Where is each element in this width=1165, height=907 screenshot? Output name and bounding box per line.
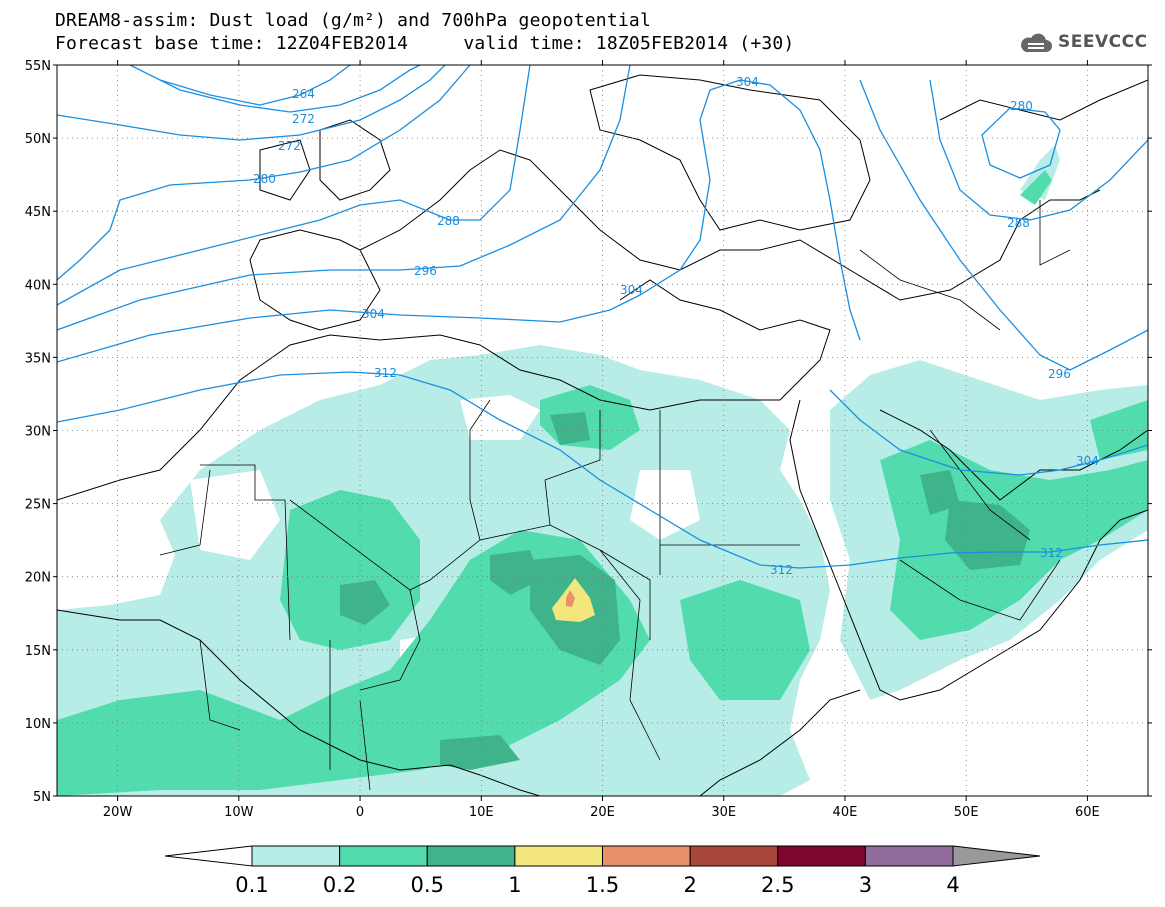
longitude-labels: 20W 10W 0 10E 20E 30E 40E 50E 60E xyxy=(103,805,1100,820)
dust-1.5-hotspot xyxy=(566,590,575,607)
contour-label: 264 xyxy=(292,87,315,101)
colorbar-label: 0.1 xyxy=(235,873,268,897)
lat-tick-label: 50N xyxy=(25,132,51,147)
contour-label: 272 xyxy=(292,112,315,126)
contour-label: 304 xyxy=(362,307,385,321)
colorbar-label: 1.5 xyxy=(586,873,619,897)
contour-label: 280 xyxy=(253,172,276,186)
lon-tick-label: 40E xyxy=(833,805,858,820)
colorbar-swatch xyxy=(339,845,428,867)
contour-label-group: 264 272 272 280 288 296 304 304 312 312 … xyxy=(253,75,1099,577)
cloud-icon xyxy=(1021,33,1052,52)
contour-label: 304 xyxy=(620,283,643,297)
forecast-time-subtitle: Forecast base time: 12Z04FEB2014 valid t… xyxy=(55,33,795,54)
colorbar-swatch xyxy=(251,845,341,867)
dust-0.2-region-sahel xyxy=(57,530,650,796)
dust-field xyxy=(57,145,1148,796)
colorbar-swatch xyxy=(689,845,779,867)
lat-tick-label: 45N xyxy=(25,205,51,220)
lon-tick-label: 50E xyxy=(954,805,979,820)
contour-288-east xyxy=(929,79,1148,221)
lon-tick-label: 20W xyxy=(103,805,133,820)
contour-280 xyxy=(57,65,471,281)
lat-tick-label: 10N xyxy=(25,717,51,732)
colorbar-label: 0.5 xyxy=(411,873,444,897)
dust-0.2-region-iran xyxy=(1090,400,1148,460)
coastlines xyxy=(57,74,1148,796)
lon-tick-label: 60E xyxy=(1075,805,1100,820)
colorbar-swatch xyxy=(777,845,866,867)
colorbar-label: 3 xyxy=(859,873,872,897)
contour-label: 304 xyxy=(1076,454,1099,468)
contour-296-east xyxy=(859,79,1148,371)
colorbar-swatch xyxy=(864,845,954,867)
contour-label: 272 xyxy=(278,139,301,153)
contour-296 xyxy=(57,65,631,331)
lon-tick-label: 30E xyxy=(711,805,736,820)
axis-ticks xyxy=(53,60,1152,801)
latitude-labels: 55N 50N 45N 40N 35N 30N 25N 20N 15N 10N 5N xyxy=(25,59,51,805)
map-title: DREAM8-assim: Dust load (g/m²) and 700hP… xyxy=(55,10,651,31)
colorbar-label: 4 xyxy=(946,873,959,897)
colorbar-label: 2 xyxy=(683,873,696,897)
contour-272a xyxy=(129,65,421,113)
lon-tick-label: 10E xyxy=(469,805,494,820)
lon-tick-label: 10W xyxy=(224,805,254,820)
contour-312 xyxy=(57,371,1148,569)
lon-tick-label: 20E xyxy=(590,805,615,820)
dust-0.2-region-sudan xyxy=(680,580,810,700)
contour-label: 312 xyxy=(770,563,793,577)
contour-264 xyxy=(159,65,351,106)
contour-label: 280 xyxy=(1010,99,1033,113)
seevccc-logo: SEEVCCC xyxy=(1018,28,1148,56)
colorbar-min-arrow xyxy=(164,845,253,867)
contour-label: 312 xyxy=(374,366,397,380)
contour-304-east xyxy=(829,389,1148,476)
contour-label: 288 xyxy=(1007,216,1030,230)
lon-tick-label: 0 xyxy=(356,805,364,820)
contour-label: 288 xyxy=(437,214,460,228)
contour-304 xyxy=(57,79,861,363)
dust-0.2-region-westsahara xyxy=(280,490,420,650)
colorbar-swatch xyxy=(514,845,603,867)
colorbar: 0.1 0.2 0.5 1 1.5 2 2.5 3 4 xyxy=(164,845,1041,897)
colorbar-label: 1 xyxy=(508,873,521,897)
country-borders xyxy=(159,200,1071,791)
lat-tick-label: 5N xyxy=(33,790,51,805)
lat-tick-label: 40N xyxy=(25,278,51,293)
lat-lon-grid xyxy=(57,65,1148,796)
logo-text: SEEVCCC xyxy=(1058,32,1148,52)
lat-tick-label: 35N xyxy=(25,351,51,366)
contour-label: 296 xyxy=(1048,367,1071,381)
lat-tick-label: 55N xyxy=(25,59,51,74)
contour-label: 304 xyxy=(736,75,759,89)
contour-label: 312 xyxy=(1040,546,1063,560)
colorbar-label: 0.2 xyxy=(323,873,356,897)
colorbar-swatch xyxy=(426,845,516,867)
contour-label: 296 xyxy=(414,264,437,278)
colorbar-swatch xyxy=(602,845,691,867)
lat-tick-label: 25N xyxy=(25,498,51,513)
lat-tick-label: 30N xyxy=(25,425,51,440)
geopotential-contours xyxy=(57,65,1148,569)
contour-280-east xyxy=(981,107,1061,179)
dust-0.1-region-africa xyxy=(57,345,830,796)
lat-tick-label: 20N xyxy=(25,571,51,586)
lat-tick-label: 15N xyxy=(25,644,51,659)
colorbar-max-arrow xyxy=(952,845,1041,867)
colorbar-label: 2.5 xyxy=(761,873,794,897)
contour-288 xyxy=(57,65,531,306)
contour-272b xyxy=(57,65,446,141)
